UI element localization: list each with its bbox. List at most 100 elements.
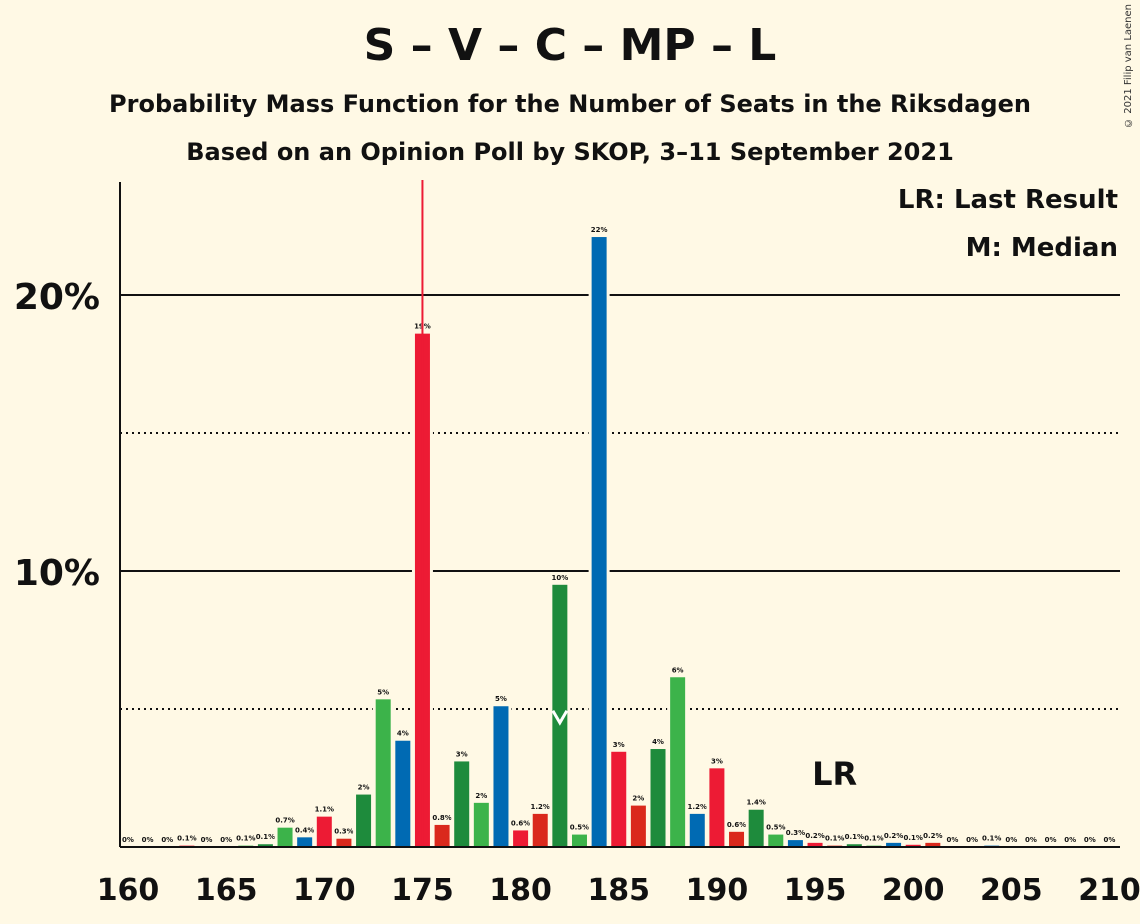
bar-188 <box>670 677 686 847</box>
bar-201 <box>925 842 941 847</box>
bar-label-208: 0% <box>1064 836 1076 844</box>
bar-184 <box>591 237 607 848</box>
bar-label-167: 0.1% <box>256 833 275 841</box>
last-result-label: LR <box>812 755 857 793</box>
x-tick-label: 170 <box>293 873 356 908</box>
x-tick-label: 175 <box>391 873 454 908</box>
bar-label-188: 6% <box>672 666 684 674</box>
bar-173 <box>375 699 391 847</box>
bar-label-179: 5% <box>495 695 507 703</box>
bar-label-193: 0.5% <box>766 824 785 832</box>
bar-label-205: 0% <box>1005 836 1017 844</box>
bar-label-197: 0.1% <box>845 833 864 841</box>
bar-label-206: 0% <box>1025 836 1037 844</box>
bar-label-178: 2% <box>475 792 487 800</box>
bar-191 <box>729 831 745 847</box>
bar-label-173: 5% <box>377 688 389 696</box>
bar-label-162: 0% <box>161 836 173 844</box>
bar-label-198: 0.1% <box>864 835 883 843</box>
bar-label-204: 0.1% <box>982 835 1001 843</box>
bar-label-182: 10% <box>551 574 568 582</box>
bar-label-169: 0.4% <box>295 826 314 834</box>
bar-label-210: 0% <box>1104 836 1116 844</box>
bar-label-161: 0% <box>142 836 154 844</box>
bar-gap <box>176 842 198 847</box>
x-tick-label: 160 <box>97 873 160 908</box>
bar-179 <box>493 706 509 847</box>
bar-label-196: 0.1% <box>825 835 844 843</box>
bar-195 <box>807 842 823 847</box>
bar-181 <box>532 813 548 847</box>
bar-label-207: 0% <box>1045 836 1057 844</box>
bar-187 <box>650 749 666 847</box>
bar-169 <box>297 837 313 847</box>
bar-gap <box>824 842 846 847</box>
bar-gap <box>863 842 885 847</box>
bar-label-192: 1.4% <box>746 799 765 807</box>
bar-199 <box>886 842 902 847</box>
bar-label-171: 0.3% <box>334 828 353 836</box>
bar-label-170: 1.1% <box>315 806 334 814</box>
median-marker <box>551 710 569 726</box>
bar-label-168: 0.7% <box>275 817 294 825</box>
bar-178 <box>473 802 489 847</box>
bar-label-164: 0% <box>201 836 213 844</box>
bar-label-185: 3% <box>613 741 625 749</box>
x-tick-label: 210 <box>1078 873 1140 908</box>
bar-190 <box>709 768 725 847</box>
bar-label-176: 0.8% <box>432 814 451 822</box>
x-tick-label: 185 <box>587 873 650 908</box>
bar-label-165: 0% <box>220 836 232 844</box>
bar-200 <box>905 844 921 847</box>
bar-168 <box>277 827 293 847</box>
y-tick-label: 20% <box>14 277 100 318</box>
bar-186 <box>630 805 646 847</box>
bar-label-186: 2% <box>632 795 644 803</box>
bar-177 <box>454 761 470 847</box>
bar-label-195: 0.2% <box>805 832 824 840</box>
x-tick-label: 165 <box>195 873 258 908</box>
bar-label-190: 3% <box>711 757 723 765</box>
chart-title: S – V – C – MP – L <box>363 20 777 71</box>
bar-label-199: 0.2% <box>884 832 903 840</box>
bar-label-200: 0.1% <box>903 834 922 842</box>
x-tick-label: 195 <box>784 873 847 908</box>
x-tick-label: 180 <box>489 873 552 908</box>
bar-193 <box>768 834 784 847</box>
bar-174 <box>395 740 411 847</box>
bar-label-174: 4% <box>397 730 409 738</box>
bar-label-177: 3% <box>456 750 468 758</box>
y-tick-label: 10% <box>14 553 100 594</box>
bar-gap <box>843 841 865 847</box>
bar-label-166: 0.1% <box>236 835 255 843</box>
legend-last-result: LR: Last Result <box>897 185 1118 215</box>
bar-189 <box>689 813 705 847</box>
bar-170 <box>316 816 332 847</box>
bar-167 <box>257 844 273 847</box>
bar-label-201: 0.2% <box>923 832 942 840</box>
bar-197 <box>846 844 862 847</box>
bar-gap <box>981 842 1003 847</box>
bar-label-194: 0.3% <box>786 829 805 837</box>
chart-source: Based on an Opinion Poll by SKOP, 3–11 S… <box>186 138 954 166</box>
bar-label-187: 4% <box>652 738 664 746</box>
legend-median: M: Median <box>965 233 1118 263</box>
bar-label-209: 0% <box>1084 836 1096 844</box>
bar-gap <box>902 841 924 847</box>
bar-gap <box>254 841 276 847</box>
bar-180 <box>513 830 529 847</box>
x-tick-label: 205 <box>980 873 1043 908</box>
bar-label-181: 1.2% <box>531 803 550 811</box>
bar-label-203: 0% <box>966 836 978 844</box>
bar-label-160: 0% <box>122 836 134 844</box>
bar-label-180: 0.6% <box>511 819 530 827</box>
bar-label-191: 0.6% <box>727 821 746 829</box>
bar-182 <box>552 584 568 847</box>
bar-172 <box>356 794 372 847</box>
bar-label-184: 22% <box>591 226 608 234</box>
x-tick-label: 190 <box>686 873 749 908</box>
bar-176 <box>434 824 450 847</box>
bar-171 <box>336 838 352 847</box>
bar-label-189: 1.2% <box>688 803 707 811</box>
bar-label-183: 0.5% <box>570 824 589 832</box>
